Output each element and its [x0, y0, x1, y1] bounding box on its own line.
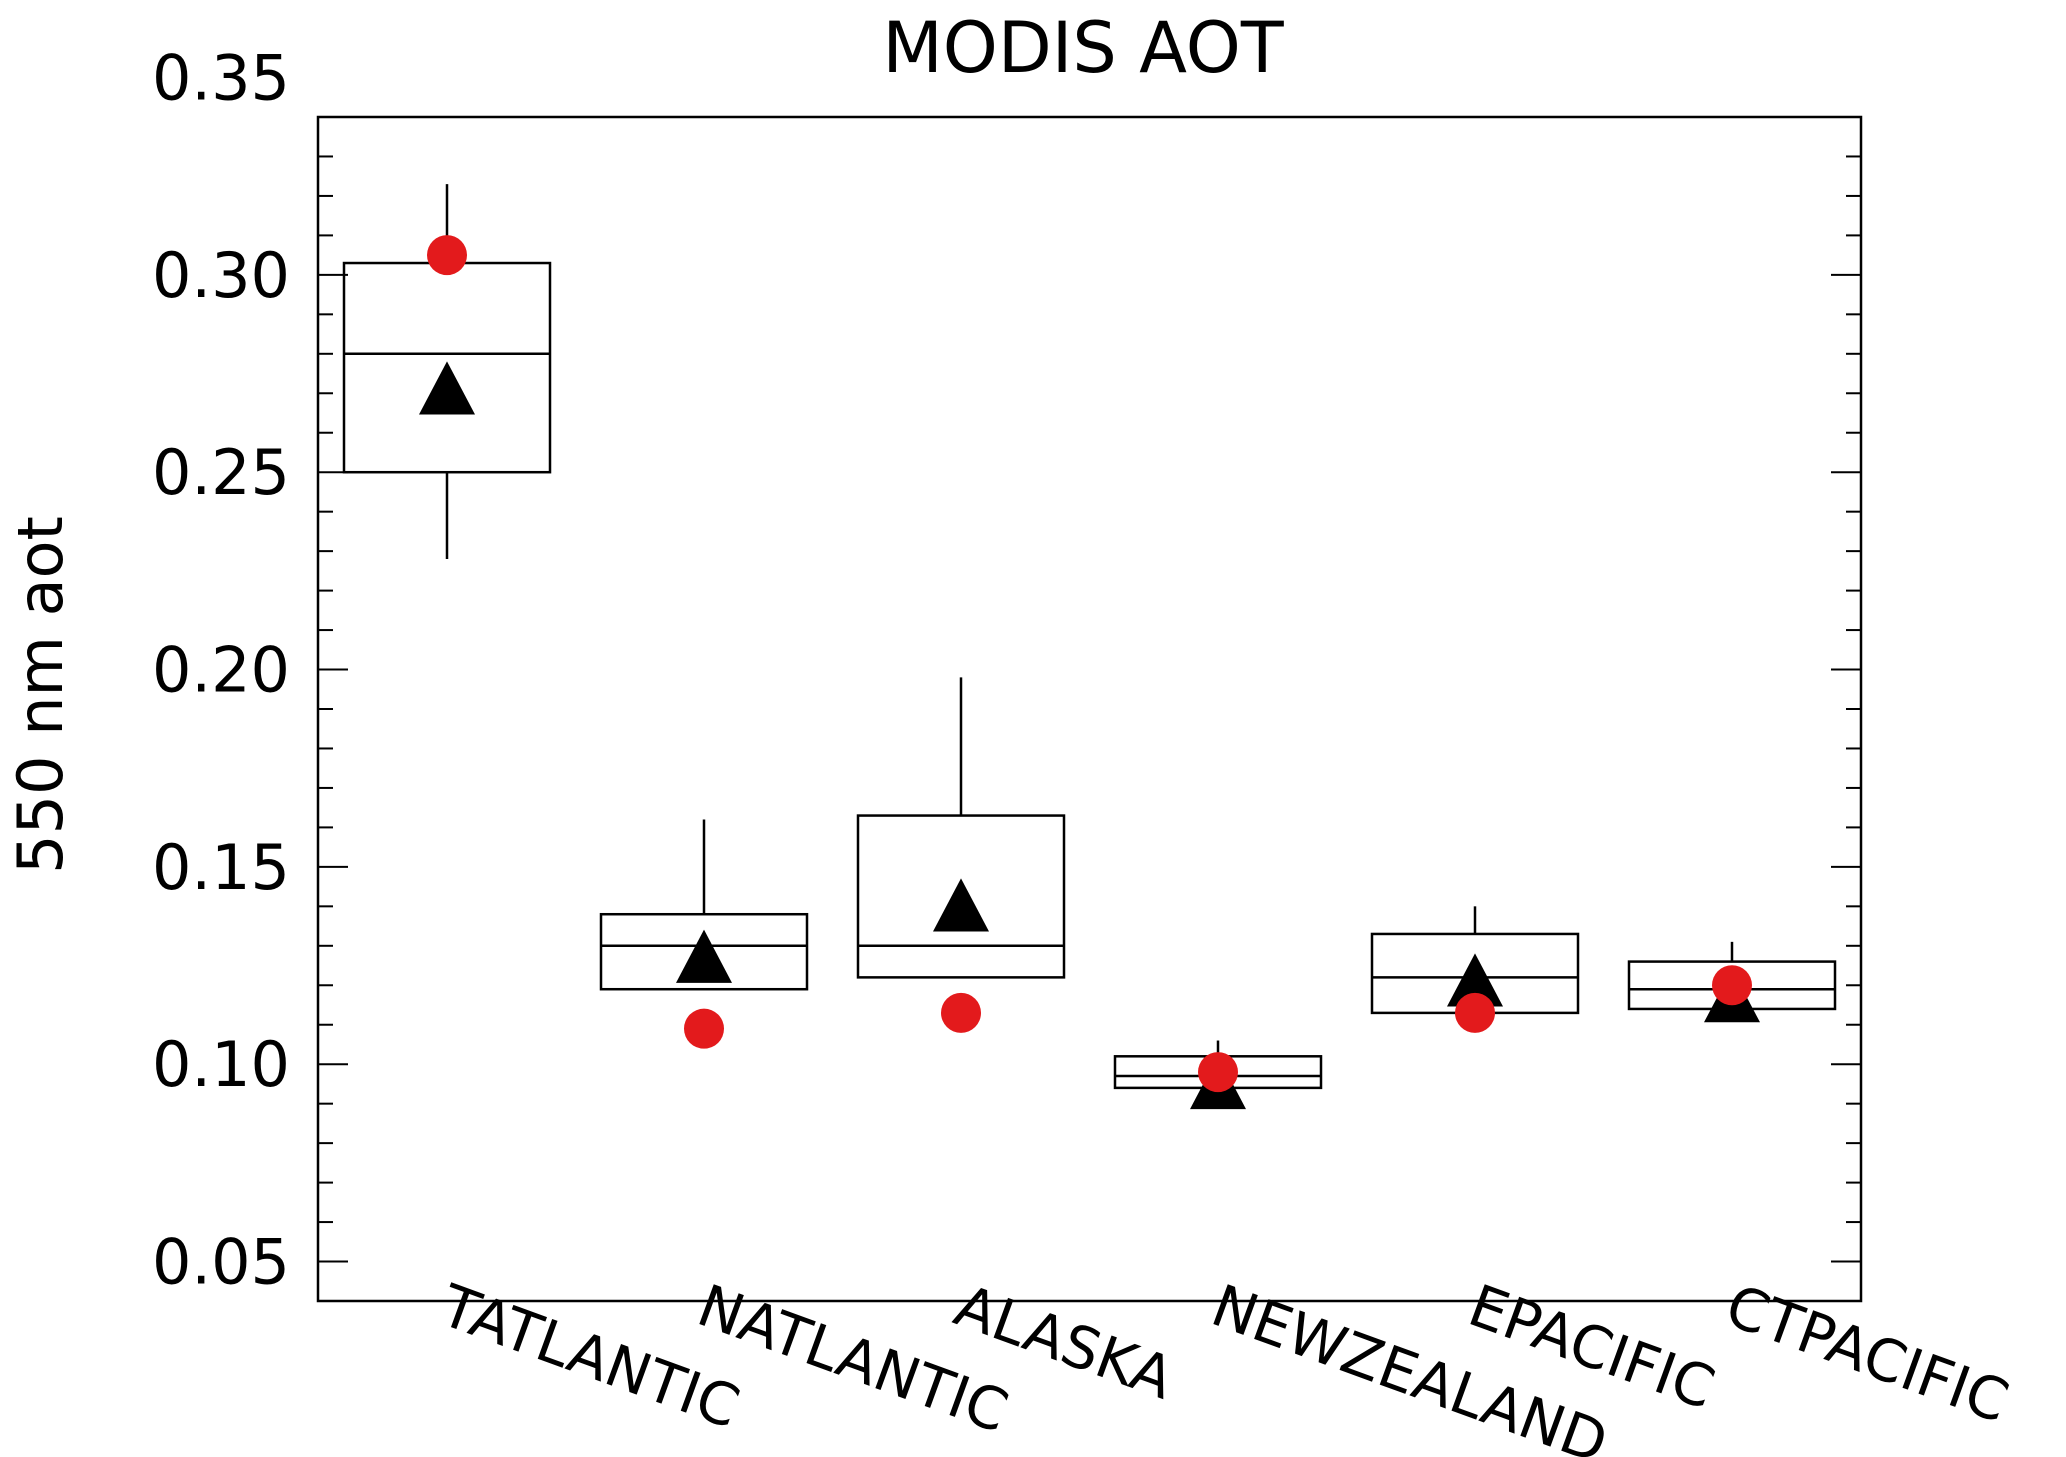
dot-marker — [1712, 965, 1752, 1006]
y-tick-label: 0.05 — [152, 1226, 290, 1299]
chart-title: MODIS AOT — [882, 7, 1283, 89]
category-label: TATLANTIC — [431, 1271, 748, 1442]
dot-marker — [1198, 1052, 1238, 1093]
box-epacific — [1370, 906, 1580, 1033]
y-tick-label: 0.30 — [152, 239, 290, 312]
box-natlantic — [599, 819, 809, 1049]
category-label: CTPACIFIC — [1717, 1271, 2017, 1436]
y-axis-ticks: 0.05 0.10 0.15 0.20 0.25 0.30 0.35 — [152, 42, 1861, 1302]
y-tick-label: 0.25 — [152, 436, 290, 509]
box-newzealand — [1113, 1040, 1323, 1110]
box-tatlantic — [342, 184, 552, 560]
y-tick-label: 0.10 — [152, 1028, 290, 1101]
iqr-box — [856, 814, 1066, 979]
iqr-box — [599, 912, 809, 991]
box-alaska — [856, 677, 1066, 1033]
dot-marker — [684, 1008, 724, 1049]
y-tick-label: 0.20 — [152, 634, 290, 707]
triangle-marker — [419, 361, 475, 415]
triangle-marker — [1447, 953, 1503, 1007]
dot-marker — [1455, 992, 1495, 1033]
dot-marker — [941, 992, 981, 1033]
dot-marker — [427, 235, 467, 276]
box-plots — [342, 184, 1837, 1110]
y-axis-label: 550 nm aot — [4, 516, 77, 874]
y-tick-label: 0.35 — [152, 42, 290, 115]
triangle-marker — [676, 929, 732, 983]
box-ctpacific — [1627, 941, 1837, 1023]
triangle-marker — [933, 878, 989, 932]
y-tick-label: 0.15 — [152, 831, 290, 904]
